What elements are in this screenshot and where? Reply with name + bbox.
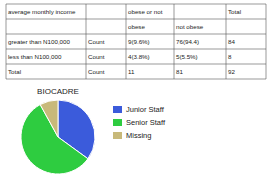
legend-swatch [113,132,122,139]
table-cell: 5(5.5%) [176,53,198,60]
table-rule [174,4,175,79]
pie-slice [40,100,58,137]
legend-label: Senior Staff [126,118,166,127]
table-rule [6,49,266,50]
table-rule [6,64,266,65]
legend-label: Missing [126,131,151,140]
table-rule [6,4,266,5]
table-cell: Count [88,53,105,60]
table-rule [6,4,7,79]
table-cell: Count [88,38,105,45]
table-rule [6,19,266,20]
table-cell: 9(9.6%) [128,38,150,45]
legend-label: Junior Staff [126,105,165,114]
table-rule [86,4,87,79]
pie [21,100,95,174]
table-cell: 92 [228,68,235,75]
table-rule [266,4,267,79]
table-cell: greater than N100,000 [8,38,70,45]
table-cell: 76(94.4) [176,38,199,45]
table-cell: 8 [228,53,232,60]
table: average monthly income obese or not Total o… [6,4,266,79]
table-cell: not obese [176,23,204,30]
table-rule [6,79,266,80]
table-cell: 81 [176,68,183,75]
table-rule [126,4,127,79]
title: BIOCADRE [37,87,79,96]
legend-swatch [113,119,122,126]
table-cell: 4(3.8%) [128,53,150,60]
chart: average monthly income obese or not Total o… [0,0,272,185]
table-rule [6,34,266,35]
table-cell: obese or not [128,8,163,15]
table-cell: 11 [128,68,135,75]
table-rule [226,4,227,79]
legend: Junior Staff Senior Staff Missing [113,105,166,140]
table-cell: Total [228,8,241,15]
legend-swatch [113,106,122,113]
table-cell: obese [128,23,145,30]
table-cell: less than N100,000 [8,53,62,60]
table-cell: average monthly income [8,8,76,15]
table-cell: 84 [228,38,235,45]
table-cell: Count [88,68,105,75]
table-cell: Total [8,68,21,75]
